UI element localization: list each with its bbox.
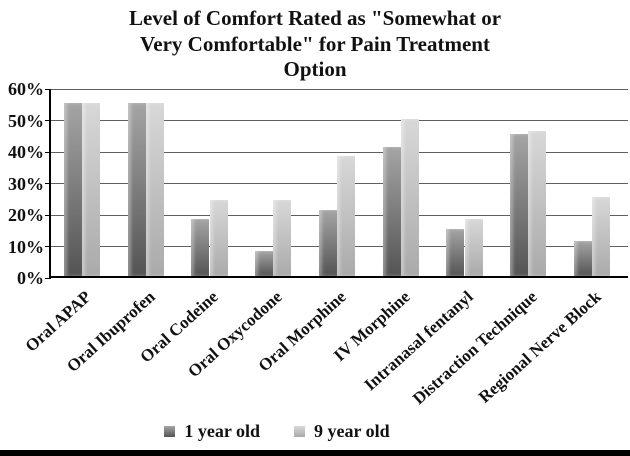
y-axis-tick: [45, 120, 51, 121]
chart-title-line: Option: [283, 57, 347, 82]
gridline-60%: [51, 88, 628, 90]
legend-item-9-year-old: 9 year old: [294, 421, 390, 442]
bar-9-year-old-Intranasal-fentanyl: [464, 219, 483, 276]
y-tick-label: 60%: [8, 79, 44, 99]
y-tick-label: 10%: [8, 236, 44, 257]
bar-9-year-old-Oral-Ibuprofen: [146, 102, 164, 276]
gridline-50%: [51, 120, 628, 121]
bar-1-year-old-Distraction-Technique: [509, 134, 528, 276]
legend-swatch-icon: [294, 426, 305, 437]
y-axis-tick: [45, 151, 51, 153]
legend-label: 9 year old: [314, 421, 390, 441]
bar-9-year-old-Regional-Nerve-Block: [591, 197, 610, 276]
bar-9-year-old-Distraction-Technique: [528, 131, 547, 276]
bar-9-year-old-Oral-Morphine: [337, 156, 356, 276]
y-axis-tick: [45, 277, 51, 279]
bar-1-year-old-Oral-APAP: [64, 102, 82, 276]
legend: 1 year old 9 year old: [0, 421, 592, 442]
y-axis-tick: [45, 214, 51, 216]
legend-swatch-icon: [164, 426, 176, 437]
y-tick-label: 30%: [8, 173, 44, 194]
y-axis-tick: [45, 246, 51, 247]
chart-title: Level of Comfort Rated as "Somewhat or Ve…: [95, 6, 535, 83]
legend-item-1-year-old: 1 year old: [164, 421, 260, 442]
bar-1-year-old-Oral-Codeine: [191, 219, 210, 276]
bar-1-year-old-Oral-Ibuprofen: [127, 102, 146, 276]
y-axis-tick: [45, 88, 51, 90]
bar-1-year-old-Regional-Nerve-Block: [573, 241, 592, 276]
legend-label: 1 year old: [184, 421, 260, 441]
bar-1-year-old-IV-Morphine: [382, 146, 401, 276]
bottom-border-bar: [0, 450, 630, 456]
y-tick-label: 50%: [8, 110, 44, 131]
y-tick-label: 0%: [17, 268, 44, 288]
bar-9-year-old-Oral-Codeine: [209, 200, 228, 276]
bar-9-year-old-Oral-APAP: [82, 102, 101, 276]
y-axis-tick: [45, 183, 51, 184]
y-tick-label: 20%: [8, 205, 44, 225]
chart-title-line: Level of Comfort Rated as "Somewhat or: [128, 6, 502, 30]
bar-9-year-old-IV-Morphine: [400, 118, 419, 276]
gridline-40%: [51, 151, 628, 153]
chart-title-line: Very Comfortable" for Pain Treatment: [140, 31, 490, 56]
bar-9-year-old-Oral-Oxycodone: [273, 200, 292, 276]
bar-1-year-old-Intranasal-fentanyl: [446, 228, 465, 276]
plot-area: [45, 88, 628, 279]
bar-1-year-old-Oral-Morphine: [318, 209, 337, 276]
y-tick-label: 40%: [8, 142, 44, 162]
bar-1-year-old-Oral-Oxycodone: [255, 250, 274, 276]
